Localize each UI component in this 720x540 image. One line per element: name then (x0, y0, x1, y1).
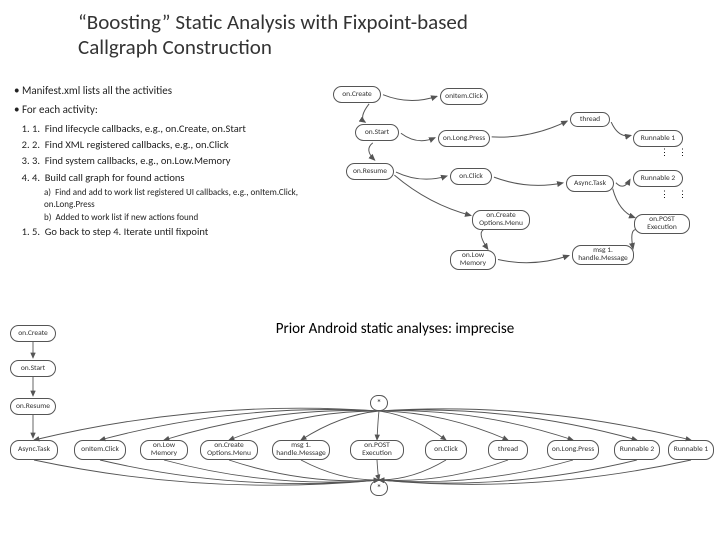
step-1: 1. Find lifecycle callbacks, e.g., on.Cr… (32, 122, 314, 136)
node-onitemclick: onItem.Click (440, 88, 488, 105)
node-onclick: on.Click (450, 168, 492, 185)
prior-title: Prior Android static analyses: imprecise (160, 320, 630, 338)
row-node-9: Runnable 2 (614, 440, 660, 460)
node-msghandle: msg 1. handle.Message (572, 245, 634, 265)
node-runnable2: Runnable 2 (633, 170, 683, 187)
vdots-1: ⋮ (660, 150, 669, 155)
node-runnable1: Runnable 1 (633, 130, 683, 147)
row-node-4: msg 1. handle.Message (272, 440, 330, 460)
row-node-0: Async.Task (10, 440, 58, 460)
node-onpostexec: on.POST Execution (634, 214, 690, 234)
sub-a: a) Find and add to work list registered … (44, 187, 314, 211)
row-node-5: on.POST Execution (350, 440, 404, 460)
vdots-2: ⋮ (678, 150, 687, 155)
node-onlowmem: on.Low Memory (450, 250, 496, 270)
node-onlongpress: on.Long.Press (438, 130, 490, 147)
step-4: 4. Build call graph for found actions (32, 171, 314, 185)
sub-b: b) Added to work list if new actions fou… (44, 212, 314, 224)
star-top: * (370, 395, 388, 411)
vdots-3: ⋮ (660, 192, 669, 197)
bullet-2: For each activity: (14, 103, 314, 116)
title-line-1: “Boosting” Static Analysis with Fixpoint… (78, 10, 468, 35)
row-node-1: onItem.Click (74, 440, 126, 460)
row-node-2: on.Low Memory (140, 440, 188, 460)
row-node-3: on.Create Options.Menu (200, 440, 258, 460)
bullet-list: Manifest.xml lists all the activities Fo… (14, 84, 314, 241)
step-5: 5. Go back to step 4. Iterate until fixp… (32, 225, 314, 239)
node-asynctask: Async.Task (566, 175, 614, 192)
node-thread: thread (570, 112, 610, 127)
stack-node-0: on.Create (10, 325, 56, 342)
vdots-4: ⋮ (678, 192, 687, 197)
node-onstart: on.Start (355, 124, 399, 141)
stack-node-1: on.Start (10, 360, 56, 377)
node-oncreate: on.Create (333, 86, 381, 103)
bullet-1: Manifest.xml lists all the activities (14, 84, 314, 97)
node-oncreateopt: on.Create Options.Menu (472, 210, 530, 230)
step-3: 3. Find system callbacks, e.g., on.Low.M… (32, 154, 314, 168)
row-node-8: on.Long.Press (547, 440, 599, 460)
title-line-2: Callgraph Construction (78, 35, 468, 60)
row-node-7: thread (488, 440, 528, 460)
star-bottom: * (370, 480, 388, 496)
step-2: 2. Find XML registered callbacks, e.g., … (32, 138, 314, 152)
row-node-6: on.Click (425, 440, 467, 460)
row-node-10: Runnable 1 (668, 440, 714, 460)
stack-node-2: on.Resume (10, 398, 56, 415)
node-onresume: on.Resume (346, 163, 394, 180)
